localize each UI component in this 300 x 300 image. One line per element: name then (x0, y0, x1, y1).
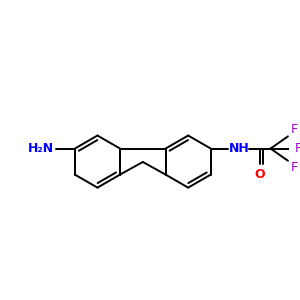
Text: F: F (291, 123, 298, 136)
Text: F: F (295, 142, 300, 155)
Text: H₂N: H₂N (28, 142, 54, 155)
Text: F: F (291, 161, 298, 174)
Text: O: O (255, 168, 265, 181)
Text: NH: NH (229, 142, 250, 155)
